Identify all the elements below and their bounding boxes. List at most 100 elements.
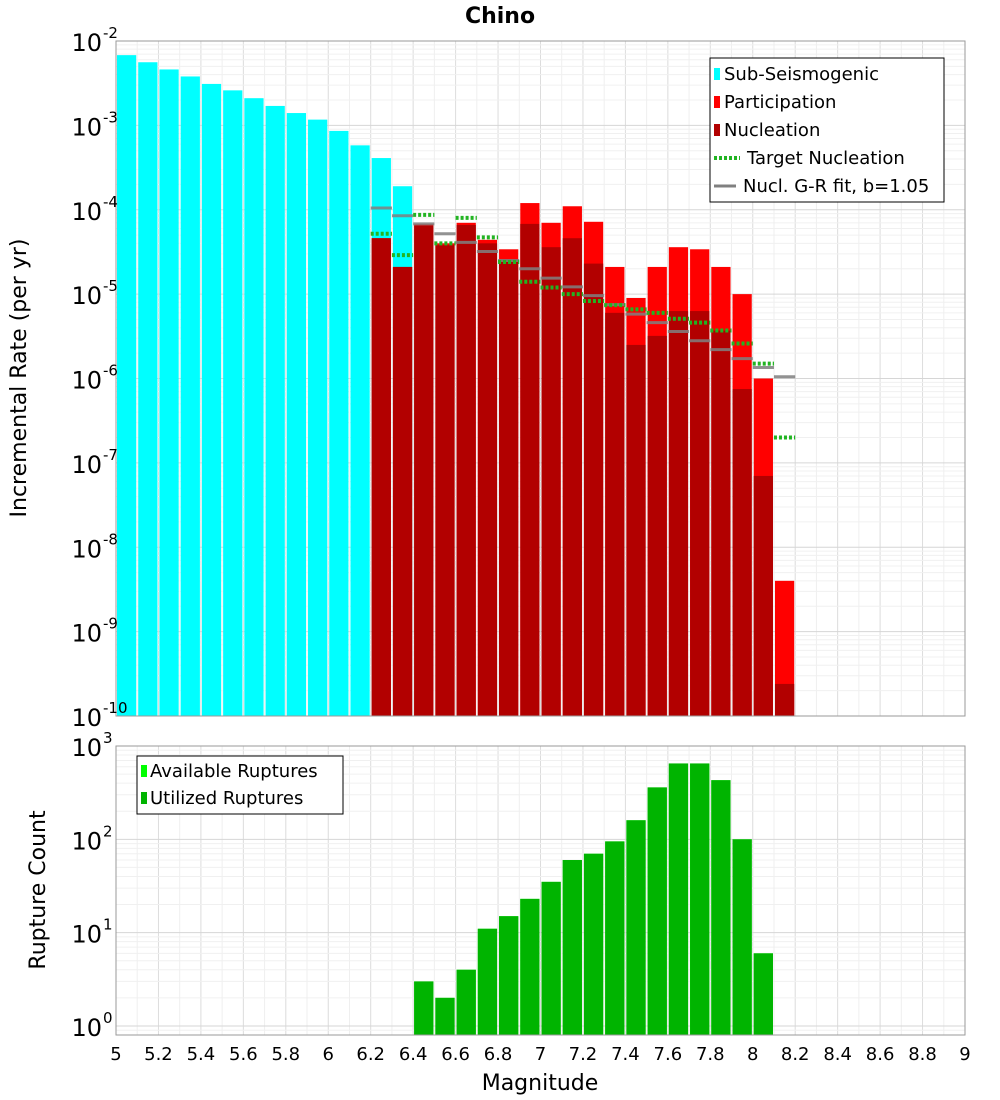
legend-label: Participation	[724, 92, 836, 113]
x-axis-label: Magnitude	[482, 1071, 599, 1096]
bar-nucleation	[499, 259, 519, 716]
bar-utilized-ruptures	[477, 928, 498, 1035]
plot-panel-count: Available Ruptures Utilized Ruptures	[115, 745, 966, 1036]
bar-sub-seismogenic	[180, 76, 200, 717]
bar-utilized-ruptures	[626, 820, 646, 1035]
legend-label: Utilized Ruptures	[150, 788, 303, 809]
bar-utilized-ruptures	[456, 969, 476, 1035]
y-tick-label: 10	[71, 734, 102, 762]
y-tick-exponent: 3	[103, 729, 113, 747]
bar-utilized-ruptures	[647, 787, 667, 1035]
bar-nucleation	[477, 243, 498, 717]
legend-label: Available Ruptures	[150, 761, 318, 782]
x-tick-label: 6.6	[441, 1044, 470, 1065]
x-tick-label: 6.8	[484, 1044, 513, 1065]
y-tick-exponent: -9	[103, 615, 118, 633]
bar-nucleation	[753, 475, 773, 716]
bar-utilized-ruptures	[414, 981, 434, 1035]
bar-utilized-ruptures	[583, 853, 604, 1035]
legend-box	[136, 755, 344, 815]
y-axis-label-count: Rupture Count	[26, 810, 51, 970]
bar-sub-seismogenic	[308, 119, 328, 716]
bar-sub-seismogenic	[159, 69, 179, 716]
y-tick-exponent: -10	[103, 699, 128, 717]
x-tick-label: 6.4	[399, 1044, 428, 1065]
bar-nucleation	[541, 247, 561, 716]
y-tick-exponent: -7	[103, 446, 118, 464]
bar-nucleation	[668, 311, 689, 716]
bar-utilized-ruptures	[753, 953, 773, 1035]
bar-utilized-ruptures	[435, 997, 455, 1035]
bar-nucleation	[774, 683, 795, 716]
bar-nucleation	[583, 263, 604, 716]
bar-sub-seismogenic	[201, 83, 222, 716]
x-tick-label: 7.8	[696, 1044, 725, 1065]
y-axis-label-rate: Incremental Rate (per yr)	[7, 239, 32, 518]
legend-swatch	[714, 96, 720, 108]
y-tick-exponent: 0	[103, 1009, 113, 1027]
y-tick-exponent: -5	[103, 277, 118, 295]
bar-utilized-ruptures	[499, 916, 519, 1035]
bar-utilized-ruptures	[732, 839, 752, 1035]
bar-nucleation	[392, 266, 413, 716]
y-tick-label: 10	[71, 620, 102, 648]
y-tick-label: 10	[71, 367, 102, 395]
y-tick-label: 10	[71, 198, 102, 226]
bar-sub-seismogenic	[138, 62, 158, 716]
y-tick-label: 10	[71, 827, 102, 855]
y-tick-label: 10	[71, 921, 102, 949]
bar-nucleation	[626, 344, 646, 716]
y-tick-exponent: -4	[103, 193, 118, 211]
y-tick-label: 10	[71, 29, 102, 57]
bar-utilized-ruptures	[668, 763, 689, 1035]
bar-nucleation	[690, 311, 710, 716]
y-tick-exponent: 2	[103, 822, 113, 840]
x-tick-label: 9	[959, 1044, 970, 1065]
bar-participation	[774, 580, 795, 716]
bar-utilized-ruptures	[520, 898, 540, 1035]
y-tick-label: 10	[71, 282, 102, 310]
bar-utilized-ruptures	[690, 763, 710, 1035]
x-tick-label: 7.2	[569, 1044, 598, 1065]
legend-label: Target Nucleation	[746, 148, 905, 169]
y-tick-exponent: -2	[103, 24, 118, 42]
bar-nucleation	[711, 330, 731, 716]
x-tick-label: 6.2	[356, 1044, 385, 1065]
bar-utilized-ruptures	[711, 780, 731, 1035]
legend-swatch	[141, 765, 147, 777]
bar-nucleation	[562, 238, 582, 716]
bar-utilized-ruptures	[605, 841, 625, 1035]
y-tick-label: 10	[71, 1014, 102, 1042]
x-tick-label: 7.6	[654, 1044, 683, 1065]
x-tick-label: 7.4	[611, 1044, 640, 1065]
bar-sub-seismogenic	[117, 55, 137, 716]
bar-sub-seismogenic	[329, 130, 349, 717]
x-tick-label: 8.2	[781, 1044, 810, 1065]
bar-utilized-ruptures	[562, 860, 582, 1035]
x-tick-label: 6	[323, 1044, 334, 1065]
y-tick-exponent: 1	[103, 916, 113, 934]
bar-nucleation	[605, 312, 625, 716]
legend-swatch	[141, 792, 147, 804]
bar-nucleation	[456, 224, 476, 716]
x-tick-label: 5.8	[271, 1044, 300, 1065]
plot-panel-rate: Sub-Seismogenic Participation Nucleation Ta…	[115, 40, 966, 717]
x-tick-label: 8.8	[908, 1044, 937, 1065]
x-tick-label: 5.6	[229, 1044, 258, 1065]
bar-nucleation	[520, 223, 540, 716]
plot-frame	[115, 40, 966, 717]
y-tick-label: 10	[71, 535, 102, 563]
x-tick-label: 7	[535, 1044, 546, 1065]
bar-nucleation	[414, 225, 434, 716]
x-tick-label: 5.2	[144, 1044, 173, 1065]
x-tick-label: 8.4	[823, 1044, 852, 1065]
legend-label: Nucleation	[724, 120, 820, 141]
bar-nucleation	[371, 238, 391, 716]
bar-sub-seismogenic	[286, 113, 307, 716]
bar-sub-seismogenic	[265, 105, 285, 717]
bar-sub-seismogenic	[244, 98, 264, 716]
y-tick-label: 10	[71, 451, 102, 479]
bar-nucleation	[435, 245, 455, 717]
bar-nucleation	[647, 335, 667, 716]
bar-utilized-ruptures	[541, 881, 561, 1035]
